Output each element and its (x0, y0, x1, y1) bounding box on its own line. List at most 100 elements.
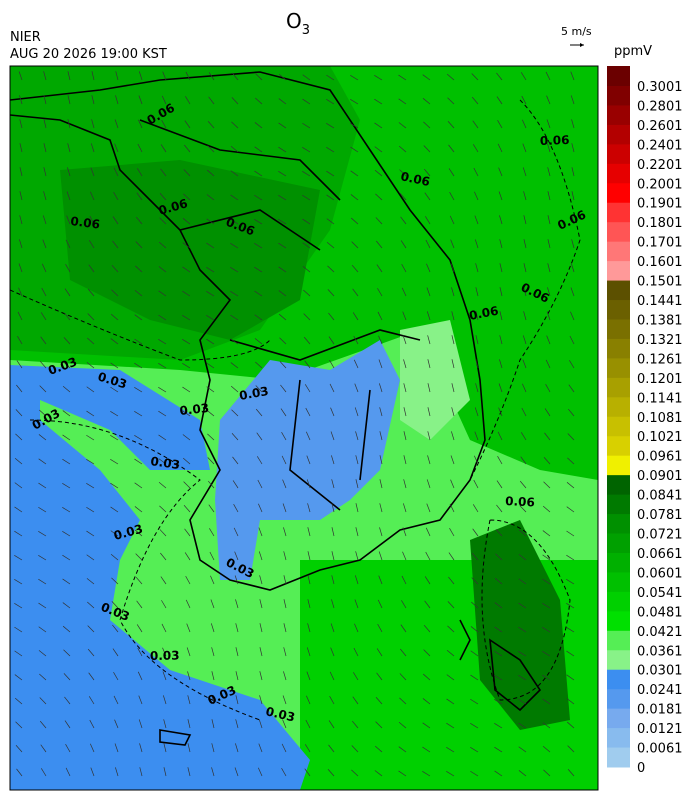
wind-vector (378, 575, 383, 585)
wind-vector (355, 479, 359, 489)
colorbar-label: 0.0421 (637, 625, 683, 640)
wind-vector (547, 215, 551, 225)
wind-vector (87, 337, 95, 345)
wind-vector (566, 650, 575, 657)
wind-vector (425, 551, 431, 561)
wind-vector (19, 95, 23, 105)
wind-vector (494, 626, 503, 633)
wind-vector (86, 434, 95, 441)
wind-vector (542, 674, 551, 681)
colorbar-swatch (607, 202, 630, 223)
colorbar-swatch (607, 280, 630, 301)
wind-vector (544, 432, 551, 441)
wind-vector (331, 575, 335, 585)
wind-vector (546, 119, 551, 129)
wind-vector (374, 122, 383, 129)
wind-vector (183, 505, 191, 513)
wind-vector (230, 243, 239, 249)
wind-vector (496, 480, 503, 489)
wind-vector (352, 312, 359, 321)
wind-vector (379, 431, 383, 441)
wind-vector (280, 384, 287, 393)
wind-vector (278, 290, 287, 297)
wind-vector (182, 386, 191, 393)
wind-vector (353, 672, 359, 681)
wind-vector (43, 191, 47, 201)
wind-vector (206, 386, 215, 393)
wind-vector (427, 431, 431, 441)
wind-vector (376, 240, 383, 249)
wind-vector (330, 407, 335, 417)
wind-vector (65, 239, 71, 249)
wind-vector (518, 675, 527, 681)
wind-vector (377, 599, 383, 609)
wind-vector (522, 167, 527, 177)
wind-vector (40, 312, 47, 321)
wind-vector (567, 768, 575, 777)
wind-vector (211, 767, 215, 777)
wind-vector (328, 312, 335, 321)
wind-vector (138, 695, 143, 705)
wind-vector (398, 770, 407, 777)
colorbar-label: 0.0181 (637, 703, 683, 718)
wind-vector (283, 647, 287, 657)
wind-vector (403, 479, 407, 489)
wind-vector (258, 743, 263, 753)
wind-vector (186, 647, 191, 657)
wind-vector (161, 600, 167, 609)
wind-vector (62, 507, 71, 513)
wind-vector (231, 433, 239, 441)
wind-vector (518, 626, 527, 633)
wind-vector (210, 599, 215, 609)
wind-vector (304, 744, 311, 753)
wind-vector (331, 455, 335, 465)
wind-vector (86, 578, 95, 585)
wind-vector (281, 743, 287, 753)
wind-vector (18, 263, 23, 273)
colorbar-label: 0.1801 (637, 216, 683, 231)
colorbar-swatch (607, 300, 630, 320)
wind-vector (446, 747, 455, 753)
wind-vector (398, 98, 407, 105)
contour-label: 0.03 (238, 384, 270, 403)
wind-vector (570, 311, 575, 321)
wind-vector (400, 648, 407, 657)
wind-vector (424, 576, 431, 585)
wind-vector (471, 96, 479, 105)
wind-vector (422, 770, 431, 777)
wind-vector (447, 625, 455, 633)
wind-vector (187, 671, 191, 681)
wind-vector (306, 671, 311, 681)
wind-vector (134, 387, 143, 393)
wind-vector (567, 433, 575, 441)
wind-vector (134, 434, 143, 441)
wind-vector (281, 768, 287, 777)
wind-vector (571, 191, 575, 201)
wind-vector (159, 217, 167, 225)
colorbar-label: 0.0781 (637, 508, 683, 523)
wind-vector (542, 722, 551, 729)
wind-vector (545, 359, 551, 369)
wind-vector (19, 119, 23, 129)
wind-vector (90, 191, 95, 201)
wind-vector (449, 528, 455, 537)
wind-vector (374, 170, 383, 177)
wind-vector (62, 458, 71, 465)
colorbar-label: 0.0061 (637, 742, 683, 757)
wind-vector (402, 335, 407, 345)
wind-vector (159, 193, 167, 201)
wind-vector (494, 746, 503, 753)
wind-vector (230, 290, 239, 297)
vector-scale: 5 m/s (561, 25, 592, 38)
wind-vector (379, 527, 383, 537)
wind-vector (499, 215, 503, 225)
wind-vector (518, 746, 527, 753)
wind-vector (351, 769, 359, 777)
wind-vector (326, 241, 335, 249)
wind-vector (38, 602, 47, 609)
wind-vector (306, 695, 311, 705)
wind-vector (162, 647, 167, 657)
wind-vector (39, 385, 47, 393)
wind-vector (135, 216, 143, 225)
wind-vector (38, 531, 47, 537)
